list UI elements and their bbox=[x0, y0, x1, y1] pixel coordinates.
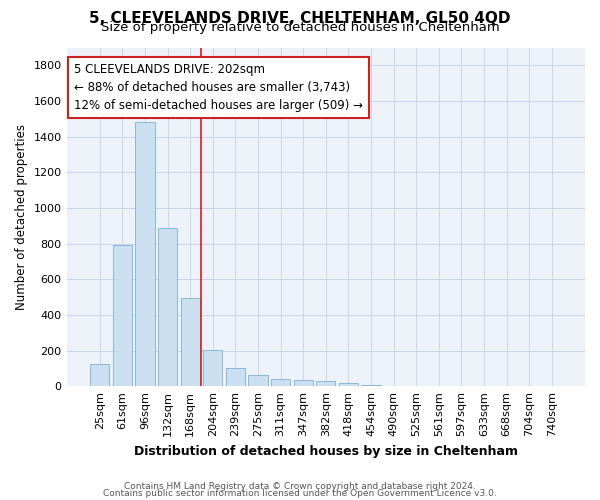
Bar bbox=[136, 122, 155, 386]
Bar bbox=[90, 364, 109, 386]
Y-axis label: Number of detached properties: Number of detached properties bbox=[15, 124, 28, 310]
Bar bbox=[293, 380, 313, 386]
Bar bbox=[203, 350, 223, 387]
Bar bbox=[248, 374, 268, 386]
Bar bbox=[113, 244, 132, 386]
X-axis label: Distribution of detached houses by size in Cheltenham: Distribution of detached houses by size … bbox=[134, 444, 518, 458]
Bar bbox=[271, 379, 290, 386]
Text: Contains HM Land Registry data © Crown copyright and database right 2024.: Contains HM Land Registry data © Crown c… bbox=[124, 482, 476, 491]
Bar bbox=[316, 382, 335, 386]
Text: Contains public sector information licensed under the Open Government Licence v3: Contains public sector information licen… bbox=[103, 489, 497, 498]
Text: 5, CLEEVELANDS DRIVE, CHELTENHAM, GL50 4QD: 5, CLEEVELANDS DRIVE, CHELTENHAM, GL50 4… bbox=[89, 11, 511, 26]
Bar bbox=[181, 298, 200, 386]
Bar bbox=[339, 382, 358, 386]
Text: Size of property relative to detached houses in Cheltenham: Size of property relative to detached ho… bbox=[101, 22, 499, 35]
Text: 5 CLEEVELANDS DRIVE: 202sqm
← 88% of detached houses are smaller (3,743)
12% of : 5 CLEEVELANDS DRIVE: 202sqm ← 88% of det… bbox=[74, 62, 364, 112]
Bar bbox=[158, 228, 177, 386]
Bar bbox=[226, 368, 245, 386]
